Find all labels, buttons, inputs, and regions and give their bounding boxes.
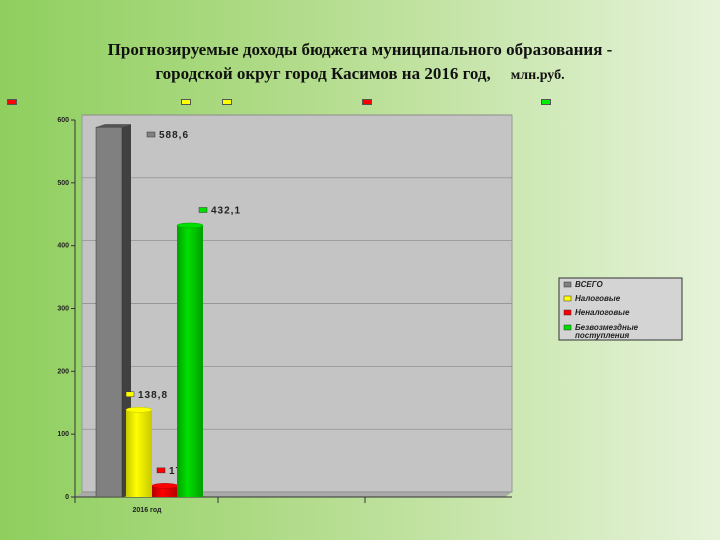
bar-Безвозмездные поступления [177,225,203,497]
legend-swatch [563,309,572,316]
legend-swatch [563,281,572,288]
y-tick-label: 300 [57,306,69,313]
bar-top [125,407,153,413]
legend-label: Неналоговые [575,308,630,317]
bar-top [151,483,179,489]
title-line-1: Прогнозируемые доходы бюджета муниципаль… [107,40,613,59]
y-tick-label: 600 [57,117,69,124]
title-line-2: городской округ город Касимов на 2016 го… [155,64,491,83]
chart-title: Прогнозируемые доходы бюджета муниципаль… [0,38,720,88]
legend-label: поступления [575,331,630,340]
bar-top [176,222,204,229]
data-label-key [198,207,208,213]
bar-top [96,124,131,128]
legend-swatch [563,324,572,331]
x-tick-label: 2016 год [133,507,163,514]
legend-label: Безвозмездные [575,323,639,332]
decor-mark [541,99,551,105]
data-label: 138,8 [138,390,168,401]
y-tick-label: 500 [57,180,69,187]
data-label-key [156,467,166,474]
decor-mark [7,99,17,105]
bar-Неналоговые [152,485,178,497]
data-label: 432,1 [211,205,241,216]
data-label-key [146,131,156,138]
unit-label: млн.руб. [510,68,565,83]
bar-side [122,124,131,498]
y-tick-label: 200 [57,368,69,375]
decor-mark [222,99,232,105]
decor-mark [181,99,191,105]
data-label-key [125,391,135,398]
legend-label: Налоговые [575,294,621,303]
bar-ВСЕГО [95,126,123,498]
bar-Налоговые [126,409,152,497]
legend-swatch [563,295,572,302]
y-tick-label: 400 [57,243,69,250]
data-label: 588,6 [159,130,189,141]
legend-box [558,277,683,341]
decor-mark [362,99,372,105]
legend-label: ВСЕГО [575,280,603,289]
y-tick-label: 100 [57,431,69,438]
y-tick-label: 0 [65,494,69,501]
